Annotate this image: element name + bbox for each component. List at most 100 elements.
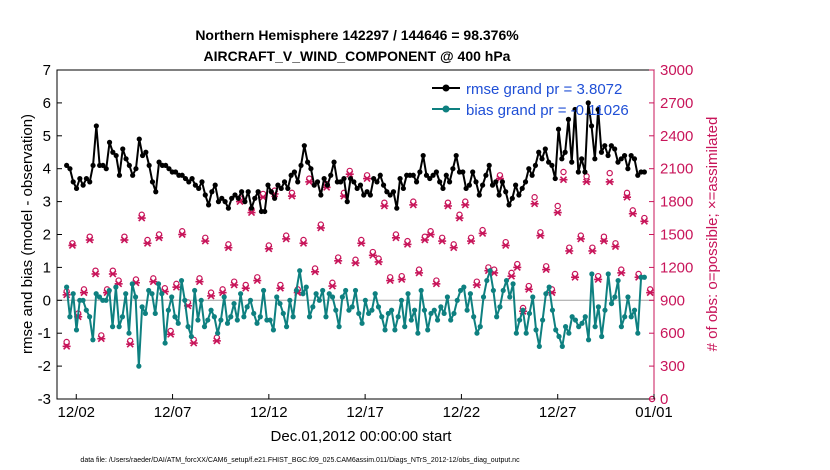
rmse-point xyxy=(314,179,321,185)
right-y-tick-label: 1500 xyxy=(660,227,693,244)
rmse-point xyxy=(595,106,601,113)
rmse-point xyxy=(410,172,416,178)
obs-assimilated-marker xyxy=(207,292,216,300)
bias-point xyxy=(431,307,437,313)
bias-point xyxy=(129,281,135,287)
rmse-point xyxy=(278,185,284,192)
legend-bias-marker xyxy=(442,105,450,113)
rmse-point xyxy=(90,162,96,169)
right-y-tick-label: 0 xyxy=(660,391,668,408)
obs-assimilated-marker xyxy=(201,237,210,245)
obs-assimilated-marker xyxy=(316,224,325,232)
bias-point xyxy=(320,287,326,294)
rmse-point xyxy=(417,169,423,175)
bias-point xyxy=(392,327,398,333)
plot-background xyxy=(57,70,654,399)
bias-point xyxy=(336,324,342,330)
rmse-point xyxy=(453,152,459,159)
bias-point xyxy=(549,307,556,313)
bias-point xyxy=(582,314,588,320)
bias-point xyxy=(215,330,221,336)
bias-point xyxy=(238,291,244,297)
rmse-point xyxy=(301,143,307,149)
obs-assimilated-marker xyxy=(426,230,435,239)
x-tick-label: 12/02 xyxy=(57,404,95,421)
bias-point xyxy=(329,294,336,300)
rmse-point xyxy=(371,175,377,182)
rmse-point xyxy=(268,189,274,195)
bias-point xyxy=(201,324,208,330)
rmse-point xyxy=(390,189,397,195)
bias-point xyxy=(185,324,191,330)
rmse-point xyxy=(163,162,169,169)
bias-point xyxy=(123,291,129,297)
rmse-point xyxy=(522,179,529,185)
x-tick-label: 12/17 xyxy=(346,404,384,421)
obs-assimilated-marker xyxy=(588,247,597,255)
legend-rmse-marker xyxy=(442,84,450,92)
bias-point xyxy=(359,320,365,326)
rmse-point xyxy=(588,123,595,129)
bias-point xyxy=(106,287,112,294)
right-y-tick-label: 900 xyxy=(660,292,685,309)
obs-possible-marker xyxy=(554,202,561,210)
bias-point xyxy=(260,287,267,294)
rmse-point xyxy=(542,146,548,152)
obs-assimilated-marker xyxy=(409,201,418,209)
bias-point xyxy=(244,304,250,310)
obs-assimilated-marker xyxy=(224,244,233,252)
rmse-point xyxy=(248,205,255,211)
bias-point xyxy=(257,314,263,320)
rmse-point xyxy=(351,179,357,185)
rmse-point xyxy=(291,169,298,175)
bias-point xyxy=(477,324,483,330)
rmse-point xyxy=(215,199,222,205)
bias-point xyxy=(405,291,411,297)
bias-point xyxy=(205,317,211,323)
rmse-point xyxy=(295,179,301,185)
left-y-tick-label: -2 xyxy=(38,358,51,375)
rmse-point xyxy=(64,162,70,169)
bias-point xyxy=(93,291,99,297)
bias-point xyxy=(326,291,332,297)
bias-point xyxy=(543,291,549,297)
obs-assimilated-marker xyxy=(513,263,522,271)
rmse-point xyxy=(347,175,354,182)
rmse-point xyxy=(559,156,565,162)
obs-assimilated-marker xyxy=(542,266,551,274)
rmse-point xyxy=(106,139,113,145)
rmse-point xyxy=(506,202,512,208)
obs-assimilated-marker xyxy=(189,339,198,347)
obs-assimilated-marker xyxy=(264,245,273,253)
rmse-point xyxy=(242,199,248,205)
rmse-point xyxy=(466,182,472,188)
rmse-point xyxy=(463,185,469,192)
bias-point xyxy=(297,268,303,274)
bias-point xyxy=(418,287,424,294)
bias-point xyxy=(195,317,201,323)
rmse-point xyxy=(519,185,525,192)
x-tick-label: 12/07 xyxy=(154,404,192,421)
bias-point xyxy=(254,320,260,326)
bias-point xyxy=(221,294,227,300)
rmse-point xyxy=(423,172,430,178)
rmse-point xyxy=(133,166,139,172)
obs-assimilated-marker xyxy=(305,178,314,186)
rmse-point xyxy=(476,192,482,198)
legend-rmse-label: rmse grand pr = 3.8072 xyxy=(466,81,622,98)
rmse-point xyxy=(189,175,195,182)
bias-point xyxy=(385,310,391,317)
obs-assimilated-marker xyxy=(155,234,164,242)
bias-point xyxy=(96,294,103,300)
bias-point xyxy=(438,304,444,310)
obs-assimilated-marker xyxy=(247,209,256,217)
rmse-point xyxy=(308,166,314,172)
bias-point xyxy=(395,314,401,320)
rmse-point xyxy=(546,159,552,165)
obs-assimilated-marker xyxy=(276,284,285,292)
bias-point xyxy=(402,324,408,330)
bias-point xyxy=(585,337,592,343)
bias-point xyxy=(349,304,355,310)
rmse-point xyxy=(473,179,479,185)
rmse-point xyxy=(338,179,344,185)
